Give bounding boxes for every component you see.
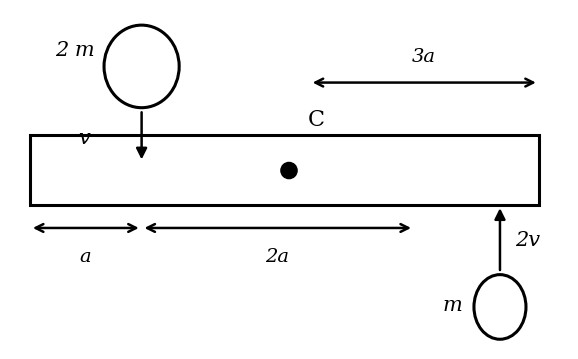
Text: 3a: 3a xyxy=(412,48,436,66)
Ellipse shape xyxy=(474,275,526,339)
Text: m: m xyxy=(443,297,462,315)
Text: v: v xyxy=(78,129,90,148)
Bar xyxy=(30,135,539,205)
Text: a: a xyxy=(80,248,91,266)
Ellipse shape xyxy=(281,162,297,179)
Text: 2a: 2a xyxy=(265,248,290,266)
Text: C: C xyxy=(308,109,325,131)
Text: 2 m: 2 m xyxy=(55,41,95,60)
Ellipse shape xyxy=(104,25,179,108)
Text: 2v: 2v xyxy=(516,231,540,250)
